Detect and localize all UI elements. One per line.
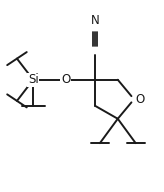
- Text: Si: Si: [28, 73, 39, 86]
- Text: N: N: [91, 14, 99, 27]
- Text: O: O: [136, 93, 145, 106]
- Text: O: O: [61, 73, 70, 86]
